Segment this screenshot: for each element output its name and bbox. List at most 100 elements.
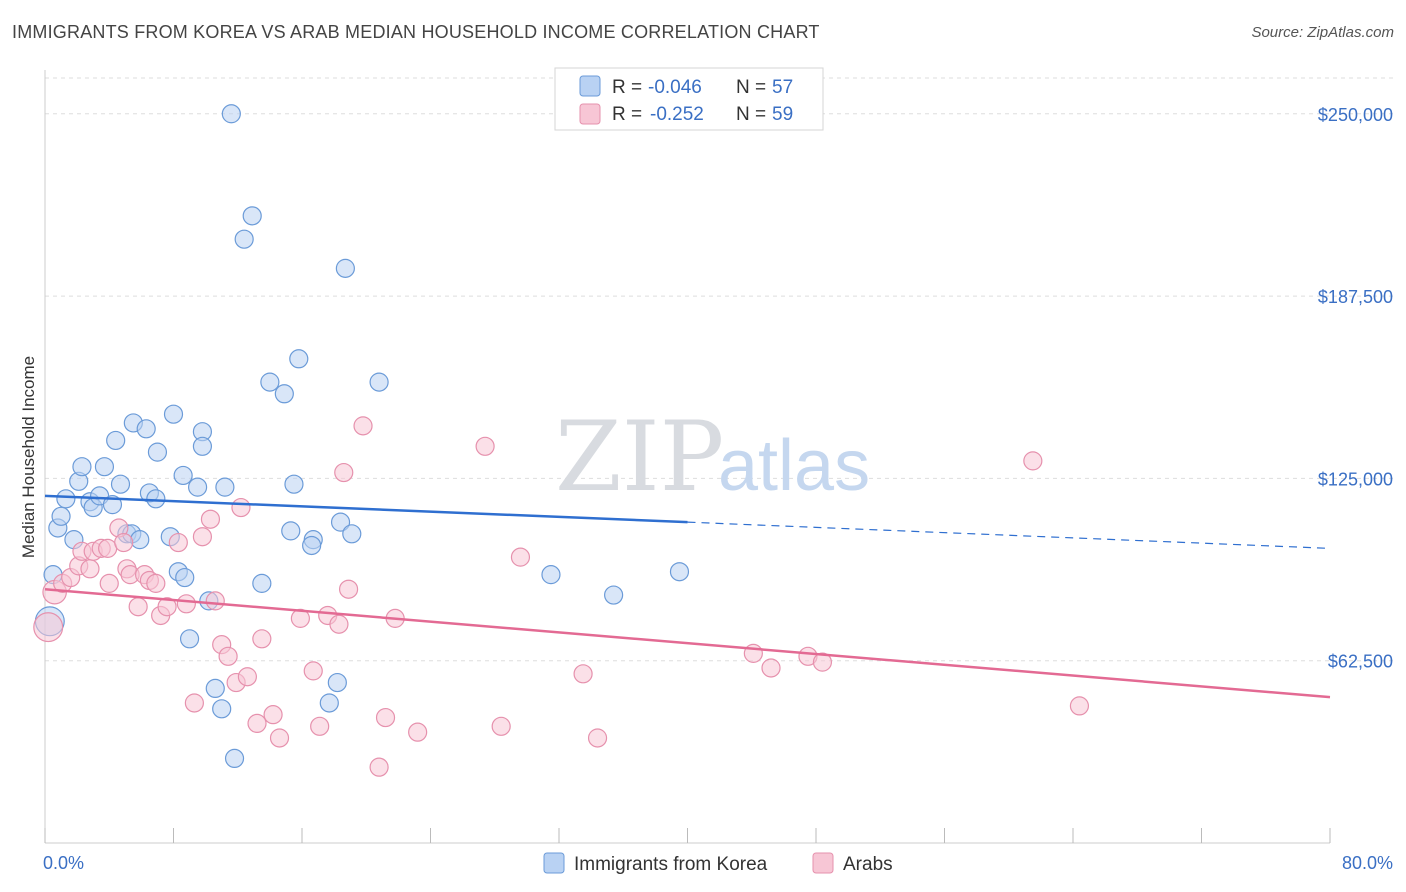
korea-point — [242, 206, 262, 226]
arab-point — [99, 573, 119, 593]
x-tick-labels: 0.0% 80.0% — [43, 853, 1393, 873]
legend-n-value-korea: 57 — [772, 77, 793, 98]
korea-point — [302, 535, 322, 556]
korea-point — [330, 512, 351, 532]
korea-point — [669, 562, 690, 582]
y-axis-title: Median Household Income — [19, 356, 38, 558]
arab-point — [761, 658, 781, 678]
arab-point — [408, 722, 428, 742]
x-tick-label-max: 80.0% — [1342, 853, 1393, 873]
trend-lines — [44, 494, 1331, 699]
arab-point — [573, 664, 593, 684]
arab-point — [812, 652, 833, 672]
arab-point — [128, 597, 148, 617]
korea-point — [146, 489, 166, 509]
korea-point — [94, 457, 115, 477]
arab-point — [157, 597, 177, 617]
korea-point — [221, 104, 241, 124]
legend-n-value-arab: 59 — [772, 104, 793, 125]
arab-point — [231, 497, 251, 518]
korea-point — [319, 693, 339, 713]
arab-point — [80, 559, 100, 579]
korea-point — [234, 229, 254, 249]
korea-point — [215, 477, 235, 497]
y-tick-label: $250,000 — [1318, 105, 1393, 125]
korea-point — [205, 678, 225, 699]
arab-point — [338, 579, 359, 599]
arab-point — [475, 436, 495, 456]
legend-r-value-arab: -0.252 — [650, 104, 704, 125]
legend-n-label-korea: N = — [736, 77, 766, 98]
korea-point — [260, 372, 280, 392]
korea-point — [281, 521, 301, 541]
korea-point — [342, 524, 362, 544]
arab-point — [168, 532, 188, 553]
korea-point — [335, 258, 355, 278]
legend-r-label-arab: R = — [612, 104, 642, 125]
arab-point — [353, 416, 373, 436]
korea-points — [34, 104, 690, 769]
arab-point — [1069, 696, 1090, 716]
korea-point — [212, 699, 232, 719]
arab-trend-line — [44, 587, 1331, 699]
korea-point — [179, 629, 200, 649]
korea-point — [369, 372, 389, 392]
legend-r-label-korea: R = — [612, 77, 642, 98]
arab-point — [252, 629, 272, 649]
correlation-legend: R = -0.046 N = 57 R = -0.252 N = 59 — [554, 67, 824, 131]
korea-point — [327, 672, 347, 693]
y-tick-labels: $62,500 $125,000 $187,500 $250,000 — [1318, 105, 1393, 672]
arab-point — [184, 693, 204, 713]
axes — [44, 70, 1331, 844]
arab-point — [587, 728, 608, 748]
arab-point — [192, 527, 213, 547]
arab-point — [303, 661, 323, 681]
arab-point — [369, 757, 389, 777]
arab-point — [375, 707, 396, 728]
korea-point — [284, 474, 304, 494]
arab-point — [247, 713, 267, 734]
korea-point — [51, 506, 71, 526]
arab-point — [510, 547, 531, 567]
arab-point — [269, 728, 290, 748]
arab-point — [237, 667, 257, 687]
arab-point — [334, 462, 354, 483]
arab-point — [98, 538, 118, 558]
series-legend: Immigrants from Korea Arabs — [543, 852, 893, 875]
bottom-legend-swatch-arab — [812, 852, 834, 874]
korea-point — [173, 465, 193, 486]
korea-point — [72, 457, 92, 477]
bottom-legend-swatch-korea — [543, 852, 565, 874]
arab-points — [33, 416, 1090, 777]
korea-point — [147, 442, 168, 462]
korea-trend-line — [44, 494, 688, 524]
korea-point — [252, 573, 272, 593]
arab-point — [146, 573, 166, 593]
arab-point — [491, 716, 511, 736]
korea-trend-line-extrapolated — [687, 521, 1331, 549]
korea-point — [136, 419, 156, 439]
korea-point — [224, 748, 245, 769]
y-tick-label: $125,000 — [1318, 469, 1393, 489]
legend-swatch-arab — [579, 103, 601, 125]
korea-point — [110, 474, 131, 494]
korea-point — [604, 585, 624, 605]
korea-point — [274, 384, 294, 404]
grid-lines — [45, 77, 1395, 662]
bottom-legend-label-arab: Arabs — [843, 854, 893, 875]
y-tick-label: $62,500 — [1328, 652, 1393, 672]
arab-point — [310, 716, 330, 736]
chart-source: Source: ZipAtlas.com — [1251, 24, 1394, 41]
watermark: ZIP atlas — [555, 401, 870, 513]
arab-point — [114, 532, 134, 553]
bottom-legend-label-korea: Immigrants from Korea — [574, 854, 768, 875]
arab-point — [205, 591, 225, 611]
korea-point — [192, 436, 213, 456]
korea-point — [163, 404, 184, 424]
arab-point — [176, 594, 196, 614]
watermark-zip: ZIP — [555, 401, 724, 513]
korea-point — [541, 565, 561, 585]
arab-point — [1023, 451, 1043, 471]
chart-title: IMMIGRANTS FROM KOREA VS ARAB MEDIAN HOU… — [12, 22, 820, 42]
legend-n-label-arab: N = — [736, 104, 766, 125]
